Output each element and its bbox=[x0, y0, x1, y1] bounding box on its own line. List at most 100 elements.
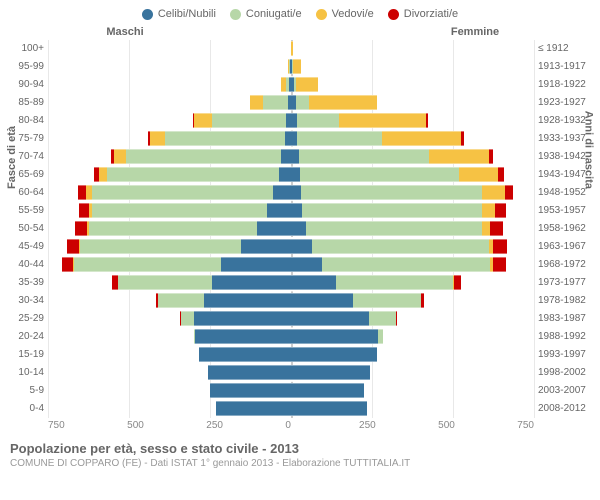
age-label: 30-34 bbox=[10, 292, 44, 310]
x-tick: 250 bbox=[359, 420, 376, 431]
bar-segment-div bbox=[489, 149, 493, 164]
x-tick: 750 bbox=[517, 420, 534, 431]
male-bar bbox=[48, 220, 291, 238]
bar-segment-ved bbox=[482, 221, 490, 236]
bar-segment-ved bbox=[382, 131, 461, 146]
male-bar bbox=[48, 166, 291, 184]
bar-segment-ved bbox=[309, 95, 377, 110]
birth-label: 2008-2012 bbox=[538, 400, 590, 418]
bar-segment-con bbox=[165, 131, 285, 146]
male-bar bbox=[48, 292, 291, 310]
legend-label: Celibi/Nubili bbox=[158, 8, 216, 20]
birth-label: 1913-1917 bbox=[538, 58, 590, 76]
age-label: 40-44 bbox=[10, 256, 44, 274]
bar-row bbox=[48, 256, 534, 274]
bar-segment-con bbox=[336, 275, 453, 290]
age-label: 55-59 bbox=[10, 202, 44, 220]
legend: Celibi/NubiliConiugati/eVedovi/eDivorzia… bbox=[10, 8, 590, 20]
male-bar bbox=[48, 148, 291, 166]
birth-label: 1923-1927 bbox=[538, 94, 590, 112]
plot-area: Fasce di età Anni di nascita 100+95-9990… bbox=[10, 40, 590, 418]
female-bar bbox=[291, 364, 534, 382]
age-label: 50-54 bbox=[10, 220, 44, 238]
male-bar bbox=[48, 202, 291, 220]
female-bar bbox=[291, 112, 534, 130]
population-pyramid-chart: Celibi/NubiliConiugati/eVedovi/eDivorzia… bbox=[0, 0, 600, 500]
bar-row bbox=[48, 382, 534, 400]
x-tick: 250 bbox=[206, 420, 223, 431]
x-tick: 500 bbox=[127, 420, 144, 431]
male-bar bbox=[48, 364, 291, 382]
age-label: 10-14 bbox=[10, 364, 44, 382]
bar-segment-div bbox=[454, 275, 461, 290]
birth-label: 1953-1957 bbox=[538, 202, 590, 220]
bar-segment-div bbox=[490, 221, 503, 236]
legend-swatch bbox=[142, 9, 153, 20]
bar-segment-con bbox=[322, 257, 490, 272]
female-bar bbox=[291, 202, 534, 220]
bar-segment-con bbox=[353, 293, 421, 308]
birth-label: 1988-1992 bbox=[538, 328, 590, 346]
bar-segment-cel bbox=[199, 347, 291, 362]
bar-segment-cel bbox=[267, 203, 291, 218]
legend-swatch bbox=[316, 9, 327, 20]
male-label: Maschi bbox=[10, 26, 300, 38]
birth-label: 1978-1982 bbox=[538, 292, 590, 310]
male-bar bbox=[48, 58, 291, 76]
bar-row bbox=[48, 400, 534, 418]
bar-segment-cel bbox=[257, 221, 291, 236]
age-label: 5-9 bbox=[10, 382, 44, 400]
bars-area bbox=[48, 40, 534, 418]
bar-segment-con bbox=[118, 275, 212, 290]
legend-item: Celibi/Nubili bbox=[142, 8, 216, 20]
bar-row bbox=[48, 130, 534, 148]
bar-segment-div bbox=[78, 185, 86, 200]
birth-label: ≤ 1912 bbox=[538, 40, 590, 58]
legend-label: Divorziati/e bbox=[404, 8, 458, 20]
age-label: 85-89 bbox=[10, 94, 44, 112]
legend-swatch bbox=[230, 9, 241, 20]
bar-segment-cel bbox=[291, 401, 367, 416]
bar-segment-cel bbox=[281, 149, 291, 164]
female-bar bbox=[291, 274, 534, 292]
bar-segment-con bbox=[369, 311, 397, 326]
bar-segment-cel bbox=[291, 293, 353, 308]
bar-segment-cel bbox=[291, 203, 302, 218]
female-bar bbox=[291, 400, 534, 418]
bar-segment-cel bbox=[291, 275, 336, 290]
bar-row bbox=[48, 112, 534, 130]
bar-segment-div bbox=[493, 257, 506, 272]
bar-segment-ved bbox=[150, 131, 165, 146]
bar-segment-cel bbox=[241, 239, 291, 254]
bar-segment-cel bbox=[273, 185, 291, 200]
chart-footer: Popolazione per età, sesso e stato civil… bbox=[10, 441, 590, 469]
bar-segment-ved bbox=[482, 185, 505, 200]
bar-segment-div bbox=[79, 203, 89, 218]
bar-row bbox=[48, 166, 534, 184]
bar-row bbox=[48, 202, 534, 220]
bar-segment-ved bbox=[482, 203, 495, 218]
bar-segment-con bbox=[301, 185, 482, 200]
female-bar bbox=[291, 238, 534, 256]
bar-row bbox=[48, 94, 534, 112]
legend-item: Divorziati/e bbox=[388, 8, 458, 20]
bar-segment-cel bbox=[194, 311, 291, 326]
bar-segment-ved bbox=[194, 113, 212, 128]
bar-segment-cel bbox=[291, 383, 364, 398]
bar-rows bbox=[48, 40, 534, 418]
female-bar bbox=[291, 220, 534, 238]
age-label: 15-19 bbox=[10, 346, 44, 364]
bar-segment-cel bbox=[291, 329, 378, 344]
birth-label: 1998-2002 bbox=[538, 364, 590, 382]
bar-row bbox=[48, 76, 534, 94]
bar-segment-div bbox=[493, 239, 507, 254]
bar-row bbox=[48, 274, 534, 292]
female-bar bbox=[291, 130, 534, 148]
bar-row bbox=[48, 238, 534, 256]
birth-label: 1968-1972 bbox=[538, 256, 590, 274]
male-bar bbox=[48, 40, 291, 58]
male-bar bbox=[48, 328, 291, 346]
male-bar bbox=[48, 76, 291, 94]
bar-segment-div bbox=[67, 239, 79, 254]
bar-segment-con bbox=[181, 311, 194, 326]
